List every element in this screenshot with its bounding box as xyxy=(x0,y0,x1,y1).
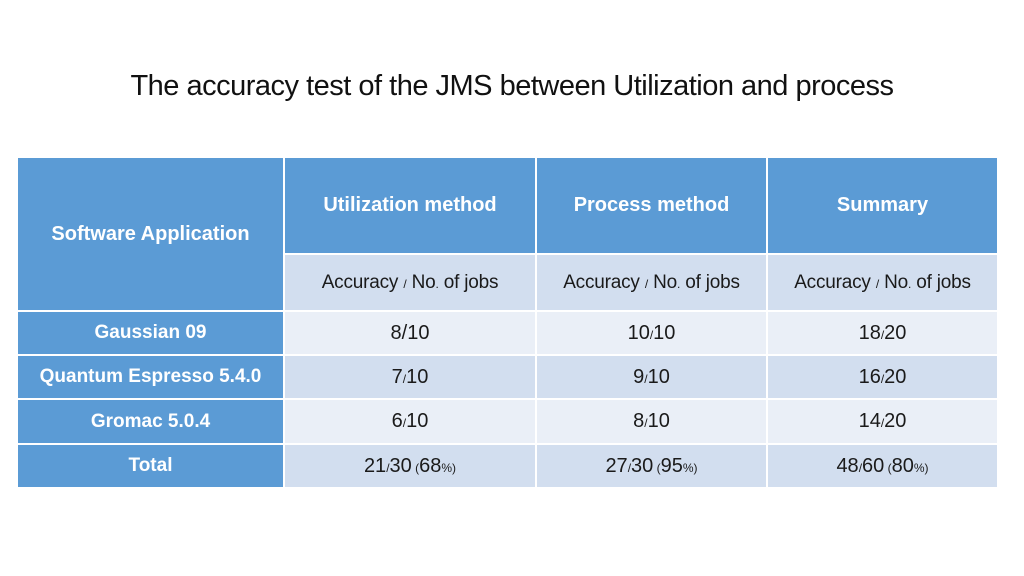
cell-value-sep: / xyxy=(402,416,407,430)
subheader-slash: / xyxy=(644,276,648,291)
cell-value-sep: / xyxy=(644,416,648,430)
cell-utilization: 8/10 xyxy=(283,310,537,356)
subheader-of-jobs: of jobs xyxy=(685,271,740,293)
cell-value-den: 10 xyxy=(653,321,676,344)
subheader-utilization: Accuracy / No. of jobs xyxy=(283,253,537,312)
cell-value-den: 10 xyxy=(406,365,429,388)
subheader-dot: . xyxy=(907,276,912,291)
cell-value-sep: / xyxy=(627,460,632,475)
table-row: Quantum Espresso 5.4.0 7/10 9/10 16/20 xyxy=(16,354,999,400)
cell-value-num: 16 xyxy=(858,365,881,388)
cell-summary: 16/20 xyxy=(766,354,999,400)
cell-paren-open: ( xyxy=(884,460,892,475)
cell-value-num: 27 xyxy=(605,454,628,477)
cell-value-den: 20 xyxy=(884,365,907,388)
cell-value-num: 9 xyxy=(633,365,645,388)
cell-value-den: 20 xyxy=(884,321,907,344)
cell-value-sep: / xyxy=(386,460,390,475)
subheader-no: No xyxy=(884,271,908,293)
subheader-dot: . xyxy=(676,276,681,291)
cell-value-sep: / xyxy=(402,371,407,386)
cell-value-den: 10 xyxy=(406,410,429,432)
col-header-summary: Summary xyxy=(766,156,999,255)
subheader-of-jobs: of jobs xyxy=(443,271,499,293)
subheader-of-jobs: of jobs xyxy=(916,271,971,293)
cell-process: 10/10 xyxy=(535,310,768,356)
cell-paren-close: %) xyxy=(913,460,929,475)
table-row: Gromac 5.0.4 6/10 8/10 14/20 xyxy=(16,398,999,445)
cell-value-num: 10 xyxy=(627,321,650,344)
cell-utilization: 6/10 xyxy=(283,398,537,445)
cell-percent: 68 xyxy=(419,454,442,477)
subheader-no: No xyxy=(411,271,436,293)
subheader-slash: / xyxy=(875,276,879,291)
slide-title: The accuracy test of the JMS between Uti… xyxy=(130,70,894,102)
cell-process: 9/10 xyxy=(535,354,768,400)
cell-value-den: 60 xyxy=(862,454,885,477)
table-row: Gaussian 09 8/10 10/10 18/20 xyxy=(16,310,999,356)
row-header-total: Total xyxy=(16,443,285,489)
subheader-accuracy: Accuracy xyxy=(563,271,640,293)
cell-paren-close: %) xyxy=(682,460,698,475)
cell-value-num: 7 xyxy=(391,365,403,388)
corner-header: Software Application xyxy=(16,156,285,312)
subheader-no: No xyxy=(653,271,677,293)
cell-value: 8/10 xyxy=(390,321,430,344)
cell-summary: 14/20 xyxy=(766,398,999,445)
col-header-utilization: Utilization method xyxy=(283,156,537,255)
cell-value-sep: / xyxy=(880,327,885,342)
subheader-accuracy: Accuracy xyxy=(321,271,399,293)
row-header-gromac: Gromac 5.0.4 xyxy=(16,398,285,445)
row-header-quantum-espresso: Quantum Espresso 5.4.0 xyxy=(16,354,285,400)
subheader-process: Accuracy / No. of jobs xyxy=(535,253,768,312)
cell-paren-open: ( xyxy=(653,460,661,475)
cell-process: 8/10 xyxy=(535,398,768,445)
subheader-accuracy: Accuracy xyxy=(794,271,871,293)
accuracy-table: Software Application Utilization method … xyxy=(16,156,999,489)
cell-value-sep: / xyxy=(644,371,648,386)
cell-percent: 95 xyxy=(660,454,683,477)
cell-utilization: 7/10 xyxy=(283,354,537,400)
cell-summary: 18/20 xyxy=(766,310,999,356)
cell-value-num: 21 xyxy=(363,454,387,477)
cell-value-den: 10 xyxy=(647,410,670,432)
col-header-process: Process method xyxy=(535,156,768,255)
cell-value-sep: / xyxy=(880,371,885,386)
cell-value-sep: / xyxy=(858,460,863,475)
cell-percent: 80 xyxy=(891,454,914,477)
cell-value-den: 10 xyxy=(647,365,670,388)
subheader-slash: / xyxy=(403,276,407,291)
cell-value-den: 20 xyxy=(884,410,907,432)
cell-summary-total: 48/60 (80%) xyxy=(766,443,999,489)
cell-value-num: 8 xyxy=(633,410,645,432)
cell-value-den: 30 xyxy=(389,454,412,477)
cell-value-num: 48 xyxy=(836,454,859,477)
cell-process-total: 27/30 (95%) xyxy=(535,443,768,489)
cell-value-num: 14 xyxy=(858,410,881,432)
subheader-dot: . xyxy=(435,276,439,291)
cell-utilization-total: 21/30 (68%) xyxy=(283,443,537,489)
cell-value-sep: / xyxy=(880,416,885,430)
cell-value-num: 6 xyxy=(391,410,403,432)
cell-value-num: 18 xyxy=(858,321,881,344)
cell-paren-close: %) xyxy=(441,460,457,475)
cell-value-sep: / xyxy=(649,327,654,342)
cell-paren-open: ( xyxy=(411,460,420,475)
table-row: Total 21/30 (68%) 27/30 (95%) 48/60 (80%… xyxy=(16,443,999,489)
subheader-summary: Accuracy / No. of jobs xyxy=(766,253,999,312)
row-header-gaussian: Gaussian 09 xyxy=(16,310,285,356)
cell-value-den: 30 xyxy=(631,454,654,477)
